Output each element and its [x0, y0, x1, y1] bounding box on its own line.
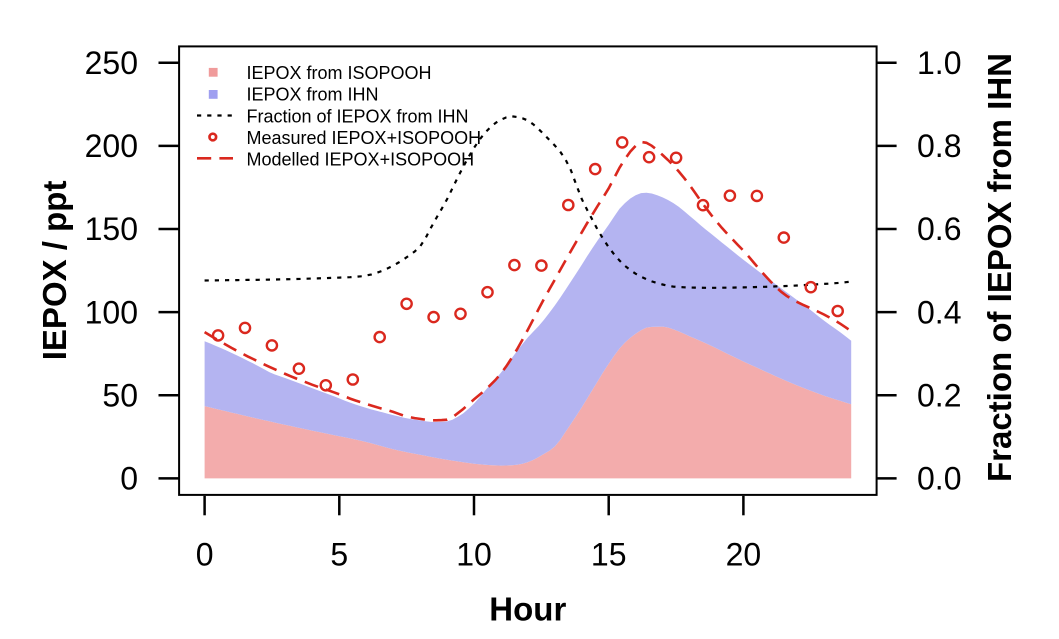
- svg-text:0.2: 0.2: [917, 378, 961, 414]
- svg-text:150: 150: [85, 211, 138, 247]
- svg-text:0.4: 0.4: [917, 294, 961, 330]
- svg-text:10: 10: [456, 537, 492, 573]
- svg-text:Fraction of IEPOX from IHN: Fraction of IEPOX from IHN: [247, 107, 469, 127]
- svg-text:5: 5: [330, 537, 348, 573]
- svg-text:Hour: Hour: [489, 591, 566, 628]
- svg-text:15: 15: [591, 537, 627, 573]
- svg-text:Fraction of IEPOX from IHN: Fraction of IEPOX from IHN: [981, 53, 1018, 482]
- svg-text:1.0: 1.0: [917, 45, 961, 81]
- svg-text:0.6: 0.6: [917, 211, 961, 247]
- svg-text:IEPOX from ISOPOOH: IEPOX from ISOPOOH: [247, 63, 432, 83]
- svg-text:200: 200: [85, 128, 138, 164]
- svg-text:IEPOX / ppt: IEPOX / ppt: [36, 181, 73, 361]
- svg-text:0: 0: [196, 537, 214, 573]
- svg-text:0.8: 0.8: [917, 128, 961, 164]
- svg-text:250: 250: [85, 45, 138, 81]
- svg-text:Measured IEPOX+ISOPOOH: Measured IEPOX+ISOPOOH: [247, 128, 482, 148]
- svg-text:0.0: 0.0: [917, 461, 961, 497]
- svg-text:Modelled IEPOX+ISOPOOH: Modelled IEPOX+ISOPOOH: [247, 149, 475, 169]
- svg-text:20: 20: [726, 537, 762, 573]
- svg-text:0: 0: [120, 461, 138, 497]
- svg-text:IEPOX from IHN: IEPOX from IHN: [247, 84, 379, 104]
- svg-text:100: 100: [85, 294, 138, 330]
- svg-text:50: 50: [102, 378, 138, 414]
